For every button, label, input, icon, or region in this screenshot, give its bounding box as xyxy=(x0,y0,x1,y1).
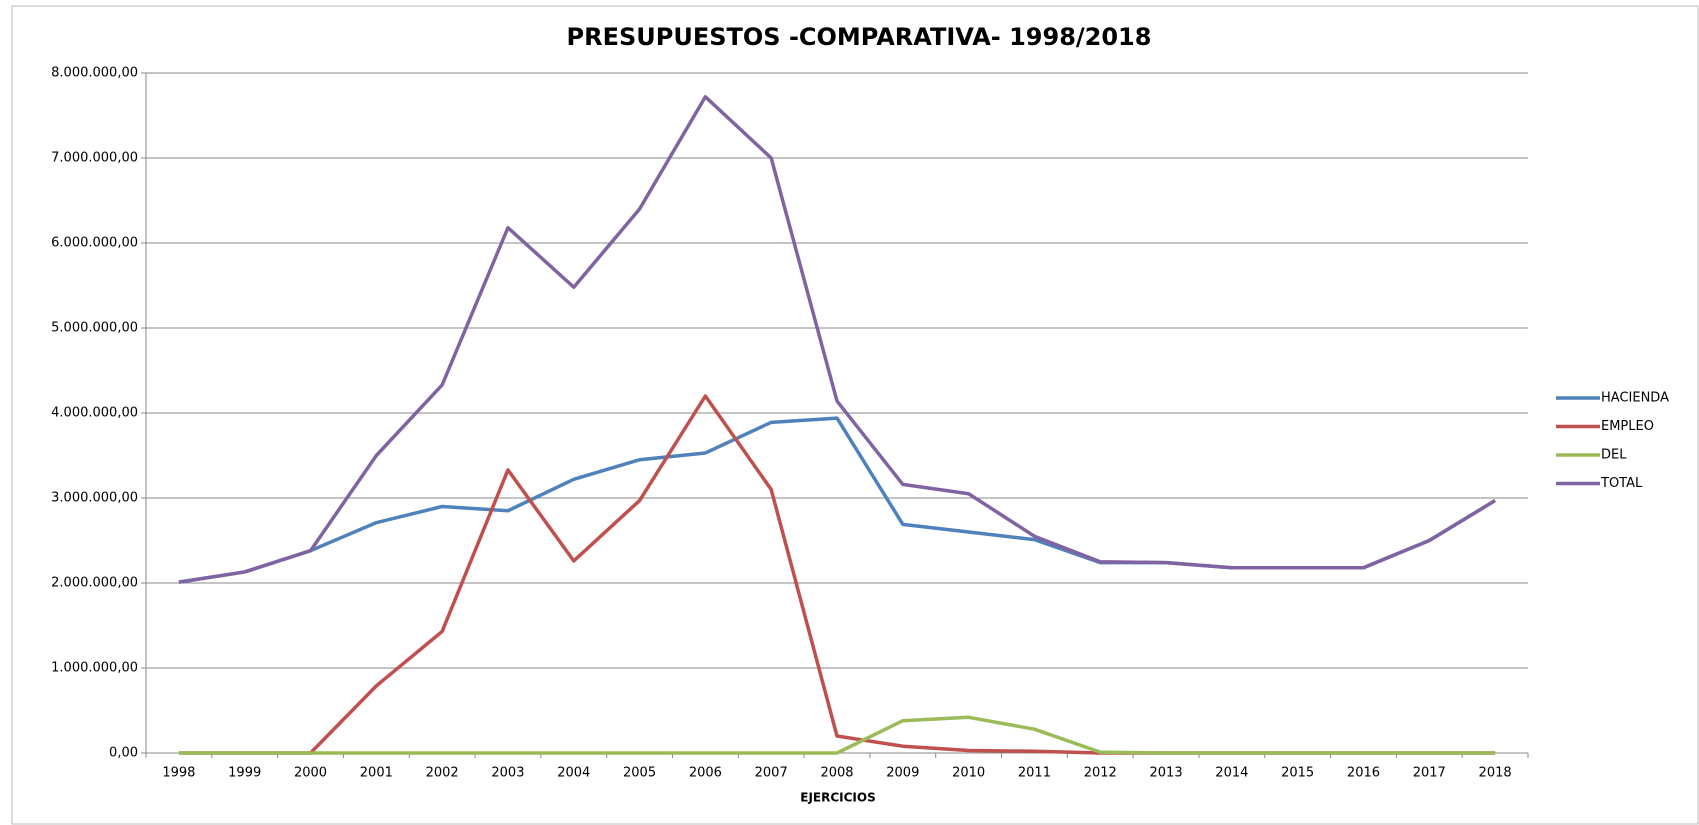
legend-label: DEL xyxy=(1601,448,1627,463)
x-tick-label: 2005 xyxy=(623,766,656,781)
y-tick-label: 4.000.000,00 xyxy=(51,406,138,421)
chart-title: PRESUPUESTOS -COMPARATIVA- 1998/2018 xyxy=(567,23,1152,51)
x-tick-label: 2003 xyxy=(491,766,524,781)
data-line xyxy=(178,95,1497,584)
legend-label: TOTAL xyxy=(1600,476,1643,491)
x-tick-label: 2015 xyxy=(1281,766,1314,781)
x-tick-label: 2018 xyxy=(1479,766,1512,781)
x-tick-label: 2001 xyxy=(360,766,393,781)
y-tick-label: 1.000.000,00 xyxy=(51,661,138,676)
x-tick-label: 2008 xyxy=(820,766,853,781)
x-tick-label: 2011 xyxy=(1018,766,1051,781)
x-tick-label: 2009 xyxy=(886,766,919,781)
y-tick-label: 5.000.000,00 xyxy=(51,321,138,336)
data-line xyxy=(178,715,1496,755)
x-tick-label: 2004 xyxy=(557,766,590,781)
legend-label: HACIENDA xyxy=(1601,391,1669,406)
y-tick-label: 2.000.000,00 xyxy=(51,576,138,591)
x-tick-label: 2000 xyxy=(294,766,327,781)
x-axis-title: EJERCICIOS xyxy=(800,791,876,805)
x-tick-label: 2012 xyxy=(1084,766,1117,781)
x-tick-label: 1999 xyxy=(228,766,261,781)
y-tick-label: 6.000.000,00 xyxy=(51,236,138,251)
x-tick-label: 2010 xyxy=(952,766,985,781)
y-tick-label: 3.000.000,00 xyxy=(51,491,138,506)
x-tick-label: 2016 xyxy=(1347,766,1380,781)
y-tick-label: 0,00 xyxy=(109,746,138,761)
x-tick-label: 2017 xyxy=(1413,766,1446,781)
x-tick-label: 2014 xyxy=(1215,766,1248,781)
x-tick-label: 2013 xyxy=(1150,766,1183,781)
legend-label: EMPLEO xyxy=(1601,419,1654,434)
y-tick-label: 7.000.000,00 xyxy=(51,151,138,166)
x-tick-label: 1998 xyxy=(162,766,195,781)
x-tick-label: 2007 xyxy=(755,766,788,781)
y-tick-label: 8.000.000,00 xyxy=(51,66,138,81)
data-line xyxy=(178,416,1497,584)
chart-frame xyxy=(11,5,1699,825)
x-tick-label: 2002 xyxy=(426,766,459,781)
data-line xyxy=(178,394,1496,755)
x-tick-label: 2006 xyxy=(689,766,722,781)
